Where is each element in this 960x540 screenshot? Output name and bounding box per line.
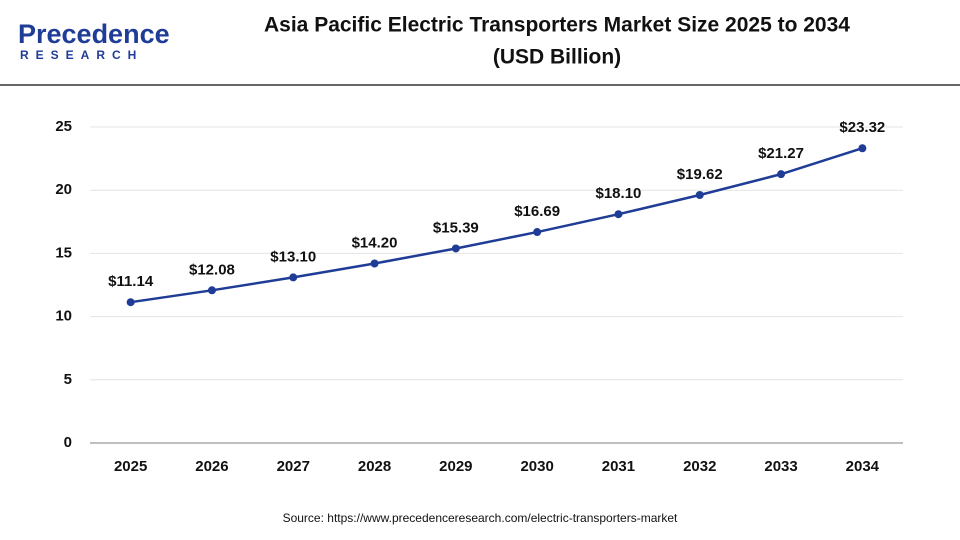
- chart-title: Asia Pacific Electric Transporters Marke…: [264, 14, 850, 37]
- y-tick-label: 10: [55, 308, 72, 325]
- y-tick-label: 20: [55, 181, 72, 198]
- value-label: $14.20: [352, 234, 398, 251]
- x-tick-label: 2030: [520, 458, 553, 475]
- y-tick-label: 25: [55, 118, 72, 135]
- x-tick-label: 2032: [683, 458, 716, 475]
- point: [207, 286, 216, 295]
- line: [130, 147, 863, 304]
- source: Source: https://www.precedenceresearch.c…: [283, 511, 678, 525]
- x-tick-label: 2031: [602, 458, 635, 475]
- value-label: $21.27: [758, 145, 804, 162]
- point: [695, 191, 704, 200]
- logo-name: Precedence: [18, 19, 170, 49]
- value-label: $12.08: [189, 261, 235, 278]
- point: [858, 144, 867, 153]
- point: [777, 170, 786, 179]
- value-label: $19.62: [677, 166, 723, 183]
- y-tick-label: 15: [55, 244, 72, 261]
- value-label: $23.32: [839, 119, 885, 136]
- point: [289, 273, 298, 282]
- point: [451, 244, 460, 253]
- y-tick-label: 0: [64, 434, 72, 451]
- logo-tagline: RESEARCH: [20, 48, 143, 62]
- value-label: $13.10: [270, 248, 316, 265]
- value-label: $15.39: [433, 219, 479, 236]
- value-label: $16.69: [514, 203, 560, 220]
- y-tick-label: 5: [64, 371, 72, 388]
- point: [533, 228, 542, 237]
- value-label: $18.10: [596, 185, 642, 202]
- x-tick-label: 2026: [195, 458, 228, 475]
- x-tick-label: 2034: [846, 458, 880, 475]
- x-tick-label: 2025: [114, 458, 147, 475]
- point: [614, 210, 623, 219]
- point: [370, 259, 379, 268]
- x-tick-label: 2033: [764, 458, 797, 475]
- chart-subtitle: (USD Billion): [493, 46, 621, 69]
- x-tick-label: 2028: [358, 458, 391, 475]
- x-tick-label: 2029: [439, 458, 472, 475]
- x-tick-label: 2027: [277, 458, 310, 475]
- point: [126, 298, 135, 307]
- value-label: $11.14: [108, 273, 154, 290]
